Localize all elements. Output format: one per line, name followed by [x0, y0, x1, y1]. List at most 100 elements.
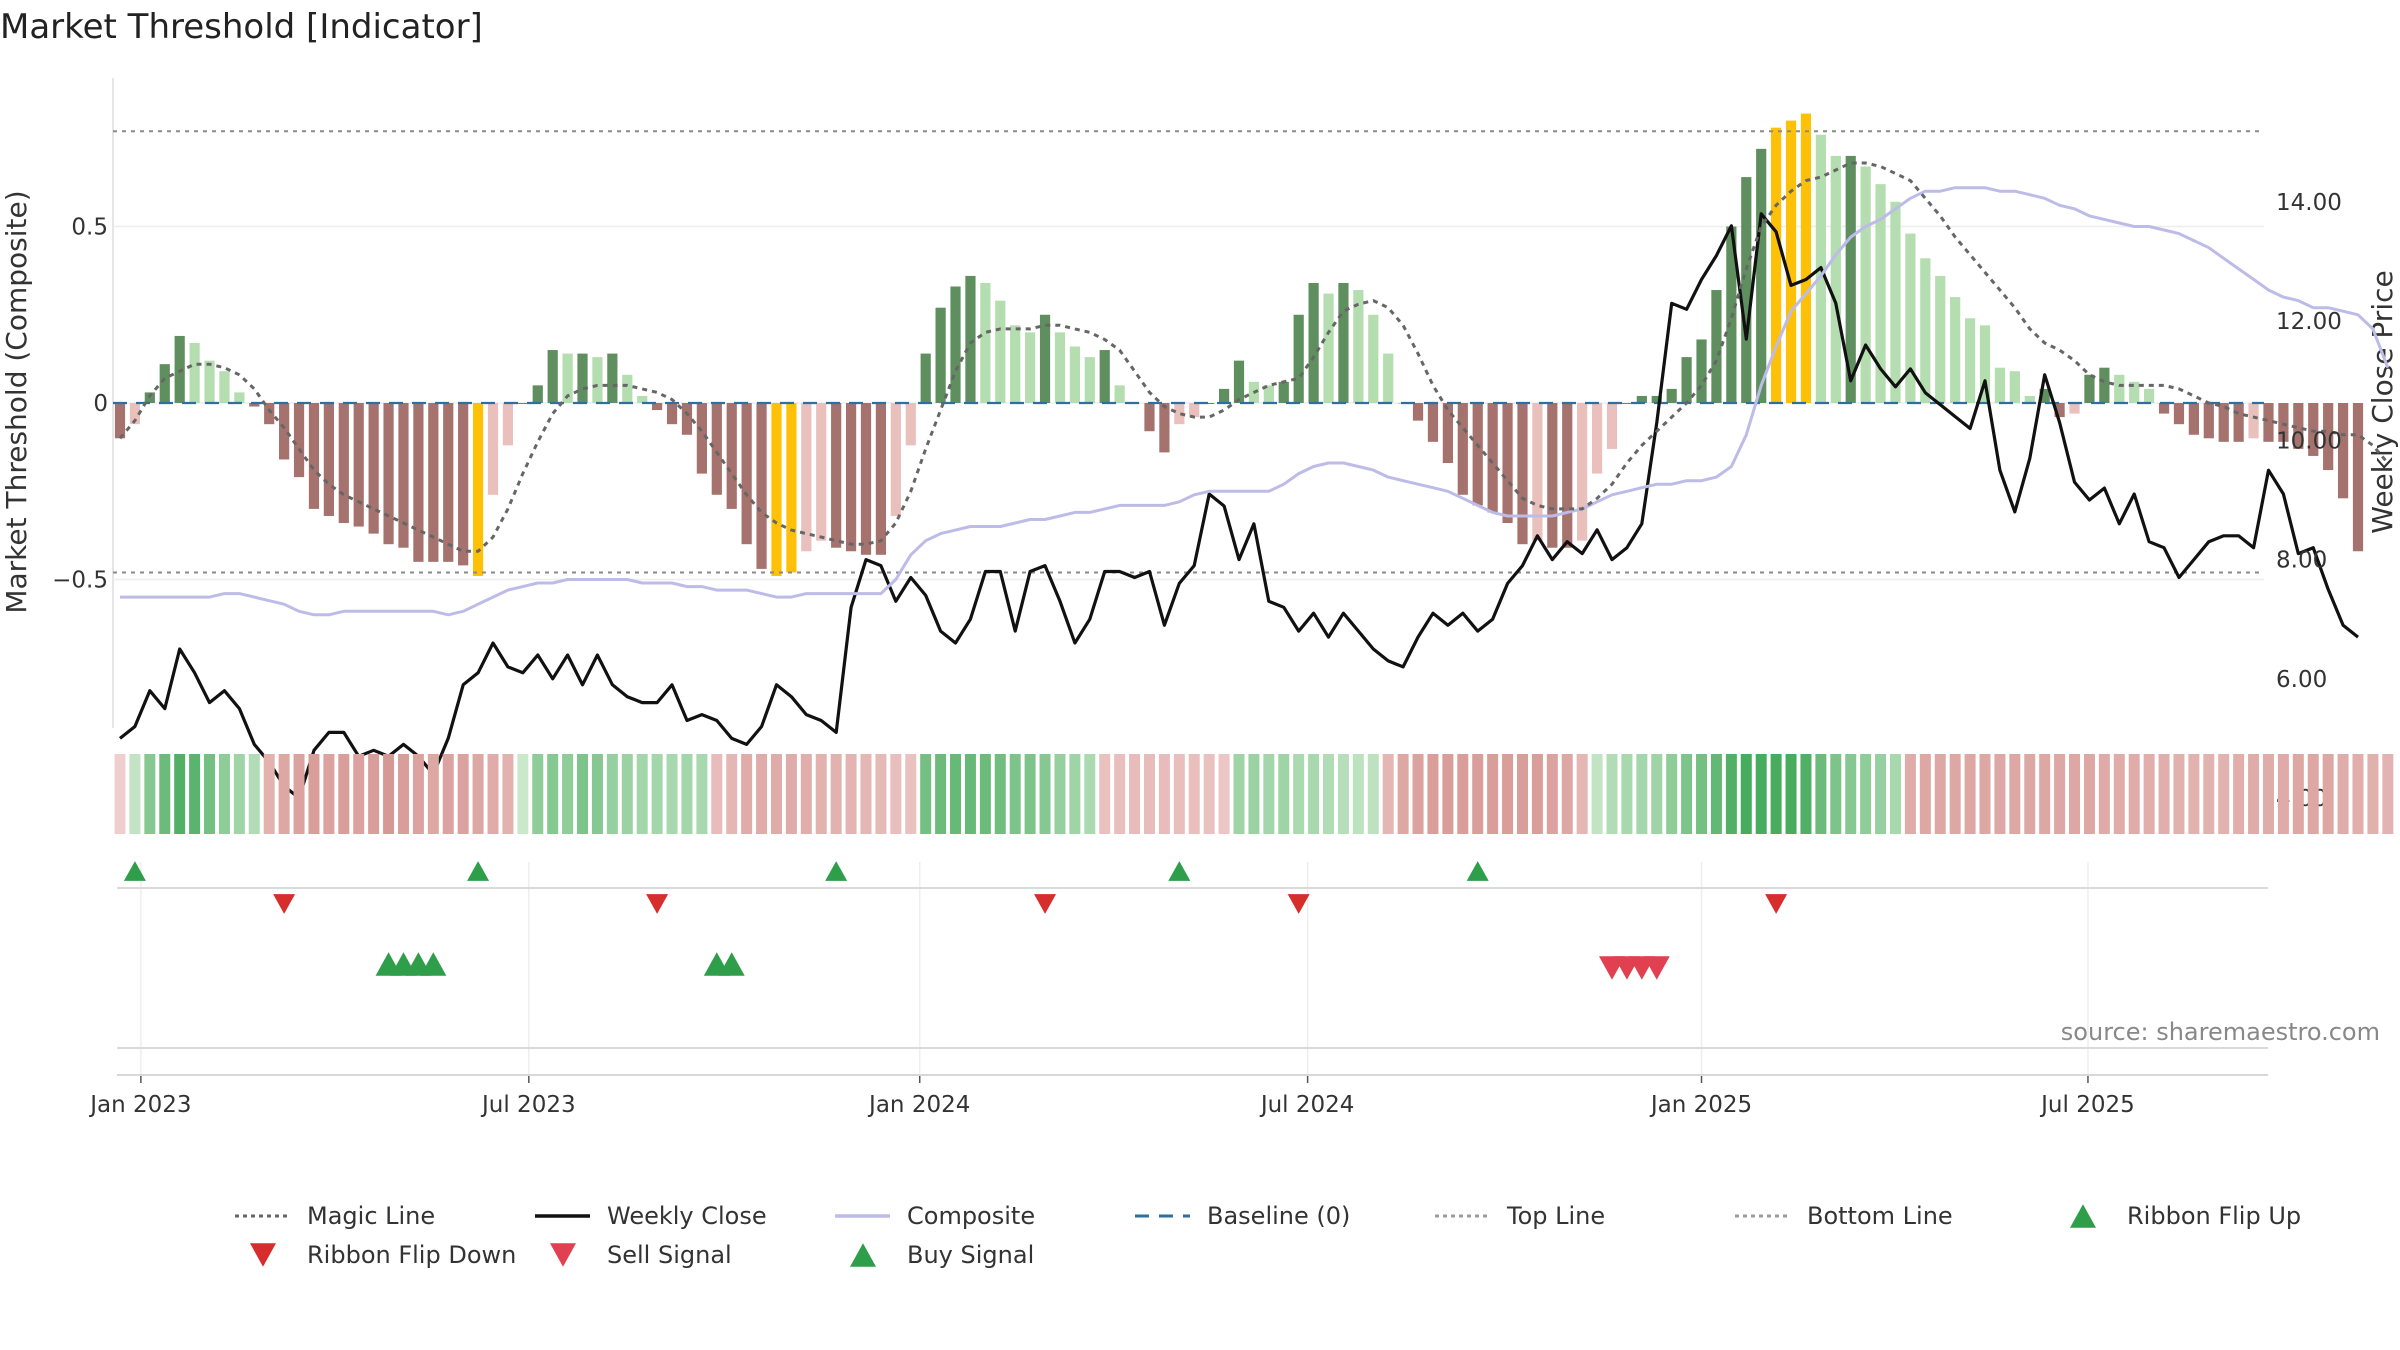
composite-bar [428, 403, 439, 562]
ribbon-cell [935, 754, 947, 834]
composite-bar [1010, 325, 1021, 403]
composite-bar [2352, 403, 2364, 552]
composite-bar [1979, 325, 1991, 403]
x-tick-label: Jul 2025 [2039, 1092, 2135, 1118]
ribbon-cell [1681, 754, 1693, 834]
composite-bar [2218, 403, 2229, 442]
composite-bar [1054, 332, 1066, 403]
ribbon-cell [890, 754, 902, 834]
composite-bar [1517, 403, 1528, 545]
ribbon-cell [1636, 754, 1648, 834]
composite-bar [1696, 339, 1707, 403]
ribbon-cell [353, 754, 365, 834]
ribbon-cell [1621, 754, 1633, 834]
ribbon-cell [726, 754, 738, 834]
composite-bars [114, 113, 2364, 576]
ribbon-cell [1770, 754, 1782, 834]
x-tick-label: Jan 2023 [88, 1092, 191, 1118]
ribbon-flip-down-marker [646, 894, 669, 914]
composite-bar [1368, 314, 1379, 403]
ribbon-cell [2382, 754, 2394, 834]
ribbon-cell [1710, 754, 1722, 834]
composite-bar [2024, 395, 2035, 403]
ribbon-cell [293, 754, 305, 834]
ribbon-cell [502, 754, 514, 834]
ribbon-cell [487, 754, 499, 834]
ribbon-cell [577, 754, 589, 834]
legend-swatch-triangle-down [250, 1243, 276, 1267]
ribbon-cell [1949, 754, 1961, 834]
composite-bar [234, 392, 245, 403]
composite-bar [1547, 403, 1558, 548]
composite-bar [353, 403, 364, 527]
composite-bar [2054, 403, 2065, 418]
composite-bar [2009, 371, 2020, 403]
legend-label: Buy Signal [907, 1241, 1034, 1269]
legend-label: Composite [907, 1202, 1035, 1230]
composite-bar [532, 385, 543, 403]
ribbon-flip-up-marker [825, 861, 848, 881]
composite-bar [323, 403, 334, 516]
ribbon-cell [636, 754, 648, 834]
legend-item: Buy Signal [850, 1241, 1034, 1269]
ribbon-cell [144, 754, 156, 834]
legend-swatch-triangle-up [2070, 1204, 2096, 1228]
ribbon-cell [696, 754, 708, 834]
composite-bar [1950, 297, 1961, 403]
ribbon-cell [562, 754, 574, 834]
ribbon-cell [248, 754, 260, 834]
signal-panels [117, 861, 2268, 1076]
ribbon-cell [1845, 754, 1857, 834]
ribbon-cell [159, 754, 171, 834]
ribbon-cell [1397, 754, 1409, 834]
ribbon-cell [1278, 754, 1290, 834]
ribbon-cell [1979, 754, 1991, 834]
composite-bar [577, 353, 588, 403]
source-label: source: sharemaestro.com [2061, 1018, 2380, 1046]
x-tick-label: Jul 2024 [1259, 1092, 1355, 1118]
ribbon-cell [1173, 754, 1185, 834]
composite-bar [1800, 113, 1812, 403]
composite-bar [666, 403, 678, 425]
composite-bar [786, 403, 797, 573]
ribbon-cell [1472, 754, 1484, 834]
ribbon-cell [2054, 754, 2066, 834]
legend-item: Magic Line [235, 1202, 435, 1230]
composite-bar [1039, 314, 1051, 403]
ribbon-cell [1531, 754, 1543, 834]
composite-bar [1830, 155, 1841, 403]
ribbon-cell [1755, 754, 1767, 834]
composite-bar [189, 342, 200, 403]
composite-bar [413, 403, 424, 562]
ribbon-flip-down-marker [1765, 894, 1788, 914]
composite-bar [443, 403, 454, 562]
composite-bar [2188, 403, 2199, 435]
ribbon-cell [1024, 754, 1036, 834]
composite-bar [159, 364, 170, 403]
legend-item: Ribbon Flip Down [250, 1241, 516, 1269]
y2-axis-label: Weekly Close Price [2366, 270, 2399, 533]
composite-bar [1994, 367, 2006, 403]
ribbon-cell [2292, 754, 2304, 834]
ribbon-cell [397, 754, 409, 834]
composite-bar [1457, 403, 1468, 495]
composite-bar [114, 403, 126, 439]
composite-bar [264, 403, 275, 425]
ribbon-flip-down-marker [273, 894, 296, 914]
ribbon-cell [278, 754, 290, 834]
ribbon-cell [681, 754, 693, 834]
buy-signal-marker [420, 952, 447, 976]
composite-bar [1099, 350, 1110, 403]
ribbon-cell [1069, 754, 1081, 834]
composite-bar [622, 374, 633, 403]
composite-bar [1218, 388, 1230, 403]
y2-tick-label: 14.00 [2276, 190, 2342, 216]
legend-label: Ribbon Flip Up [2127, 1202, 2301, 1230]
legend: Magic Line Weekly Close Composite Baseline … [235, 1202, 2301, 1269]
legend-label: Weekly Close [607, 1202, 767, 1230]
ribbon-cell [800, 754, 812, 834]
legend-item: Top Line [1435, 1202, 1605, 1230]
ribbon-cell [1427, 754, 1439, 834]
ribbon-cell [368, 754, 380, 834]
